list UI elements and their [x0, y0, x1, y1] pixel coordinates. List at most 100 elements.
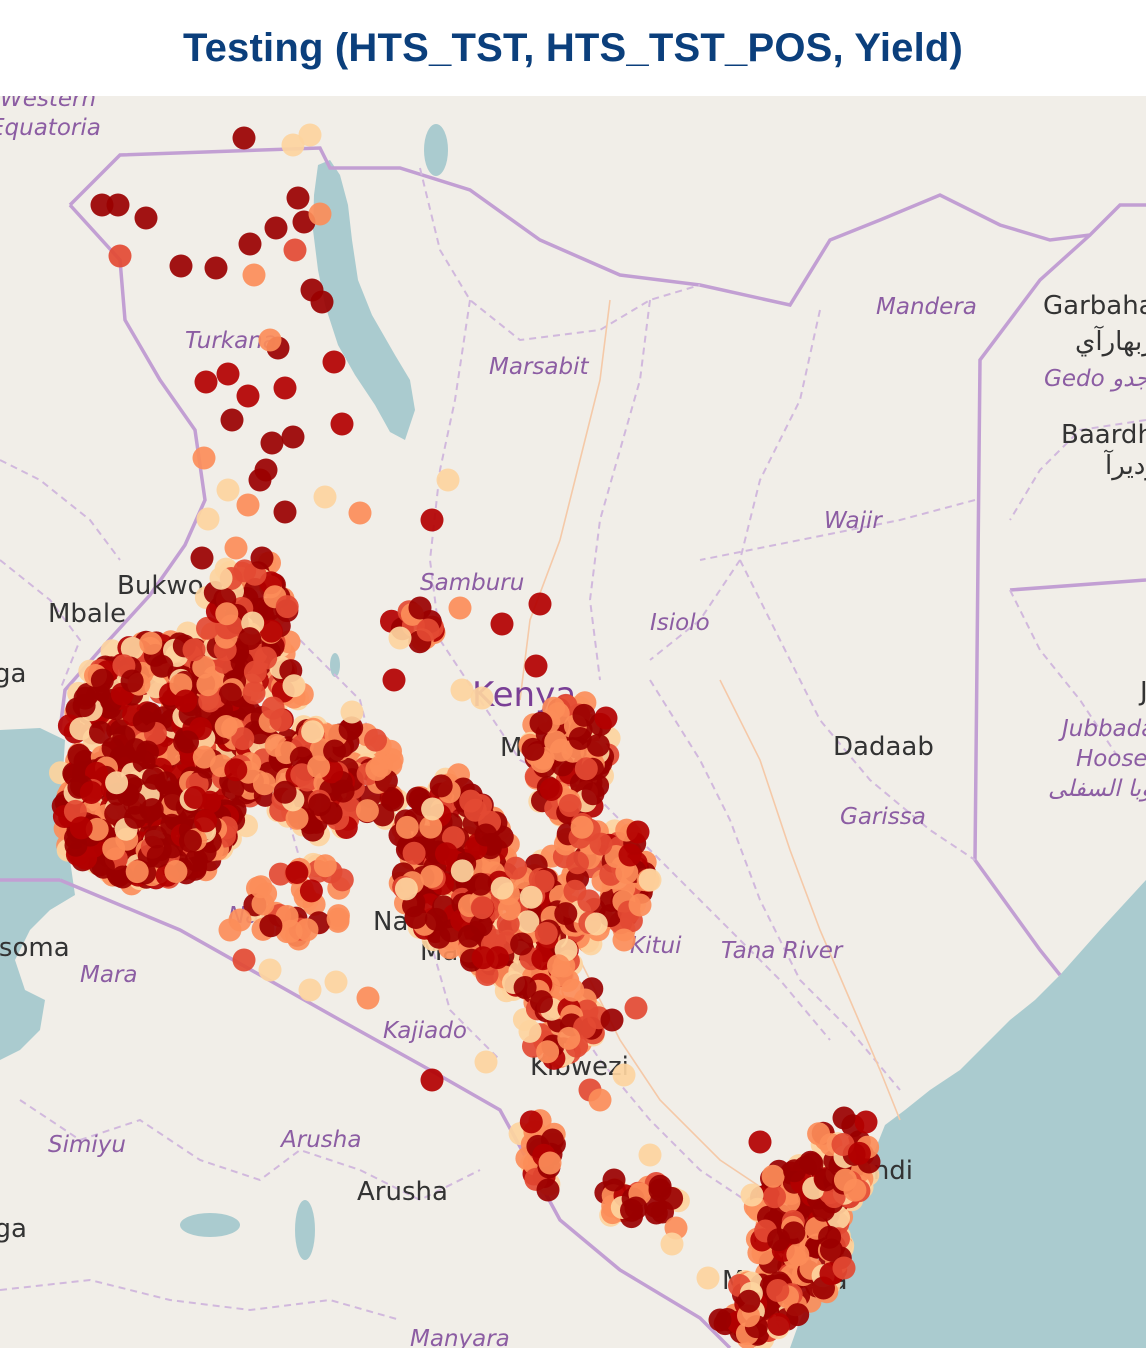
site-dot[interactable] [524, 654, 548, 678]
site-dot[interactable] [242, 263, 266, 287]
site-dot[interactable] [90, 668, 114, 692]
site-dot[interactable] [436, 468, 460, 492]
site-dot[interactable] [748, 1130, 772, 1154]
site-dot[interactable] [192, 446, 216, 470]
site-dot[interactable] [238, 627, 262, 651]
site-dot[interactable] [660, 1232, 684, 1256]
site-dot[interactable] [282, 674, 306, 698]
site-dot[interactable] [574, 757, 598, 781]
site-dot[interactable] [519, 885, 543, 909]
site-dot[interactable] [536, 1040, 560, 1064]
site-dot[interactable] [421, 797, 445, 821]
site-dot[interactable] [76, 682, 100, 706]
site-dot[interactable] [420, 1068, 444, 1092]
site-dot[interactable] [628, 893, 652, 917]
site-dot[interactable] [123, 791, 147, 815]
site-dot[interactable] [134, 206, 158, 230]
site-dot[interactable] [261, 696, 285, 720]
site-dot[interactable] [298, 978, 322, 1002]
site-dot[interactable] [301, 720, 325, 744]
site-dot[interactable] [588, 1088, 612, 1112]
site-dot[interactable] [470, 896, 494, 920]
site-dot[interactable] [786, 1303, 810, 1327]
site-dot[interactable] [566, 851, 589, 875]
site-dot[interactable] [326, 907, 350, 931]
site-dot[interactable] [740, 1183, 764, 1207]
site-dot[interactable] [600, 1008, 624, 1032]
site-dot[interactable] [144, 825, 168, 849]
site-dot[interactable] [459, 789, 483, 813]
site-dot[interactable] [737, 1289, 761, 1313]
site-dot[interactable] [323, 739, 347, 763]
site-dot[interactable] [313, 485, 337, 509]
site-dot[interactable] [215, 602, 239, 626]
site-dot[interactable] [470, 686, 494, 710]
site-dot[interactable] [420, 508, 444, 532]
site-dot[interactable] [216, 478, 240, 502]
site-dot[interactable] [586, 733, 610, 757]
site-dot[interactable] [761, 1164, 785, 1188]
site-dot[interactable] [322, 350, 346, 374]
site-dot[interactable] [184, 848, 208, 872]
site-dot[interactable] [832, 1106, 856, 1130]
site-dot[interactable] [67, 743, 91, 767]
site-dot[interactable] [139, 631, 163, 655]
site-dot[interactable] [435, 842, 458, 866]
site-dot[interactable] [324, 970, 348, 994]
site-dot[interactable] [218, 682, 242, 706]
site-dot[interactable] [252, 772, 276, 796]
site-dot[interactable] [182, 638, 206, 662]
site-dot[interactable] [763, 1185, 786, 1209]
site-dot[interactable] [402, 841, 426, 865]
site-dot[interactable] [273, 500, 297, 524]
site-dot[interactable] [221, 776, 245, 800]
site-dot[interactable] [260, 431, 284, 455]
site-dot[interactable] [310, 290, 334, 314]
site-dot[interactable] [259, 619, 283, 643]
site-dot[interactable] [519, 1110, 543, 1134]
site-dot[interactable] [518, 1019, 542, 1043]
site-dot[interactable] [174, 689, 198, 713]
site-dot[interactable] [330, 412, 354, 436]
site-dot[interactable] [382, 668, 406, 692]
site-dot[interactable] [150, 654, 174, 678]
site-dot[interactable] [365, 758, 389, 781]
site-dot[interactable] [638, 868, 662, 892]
site-dot[interactable] [510, 932, 534, 956]
site-dot[interactable] [232, 948, 256, 972]
site-dot[interactable] [194, 370, 218, 394]
site-dot[interactable] [105, 771, 129, 795]
site-dot[interactable] [448, 596, 472, 620]
site-dot[interactable] [420, 865, 444, 888]
site-dot[interactable] [486, 946, 510, 970]
site-dot[interactable] [192, 745, 216, 769]
site-dot[interactable] [268, 862, 292, 886]
site-dot[interactable] [766, 1279, 790, 1302]
site-dot[interactable] [602, 1168, 626, 1192]
site-dot[interactable] [612, 928, 636, 952]
site-dot[interactable] [416, 618, 440, 642]
site-dot[interactable] [546, 702, 570, 726]
site-dot[interactable] [120, 636, 144, 660]
site-dot[interactable] [394, 877, 418, 901]
site-dot[interactable] [594, 706, 618, 730]
site-dot[interactable] [355, 799, 379, 823]
site-dot[interactable] [90, 193, 114, 217]
site-dot[interactable] [91, 855, 115, 879]
site-dot[interactable] [644, 1201, 668, 1225]
site-dot[interactable] [638, 1143, 662, 1167]
site-dot[interactable] [258, 958, 282, 982]
site-dot[interactable] [364, 728, 387, 752]
site-dot[interactable] [231, 727, 255, 751]
site-dot[interactable] [285, 806, 309, 830]
site-dot[interactable] [307, 755, 331, 779]
site-dot[interactable] [295, 918, 319, 942]
site-dot[interactable] [504, 856, 528, 880]
site-dot[interactable] [238, 232, 262, 256]
site-dot[interactable] [395, 815, 419, 839]
site-dot[interactable] [767, 1228, 791, 1252]
site-dot[interactable] [338, 717, 362, 741]
site-dot[interactable] [615, 861, 639, 884]
site-dot[interactable] [204, 256, 228, 280]
site-dot[interactable] [196, 673, 220, 697]
